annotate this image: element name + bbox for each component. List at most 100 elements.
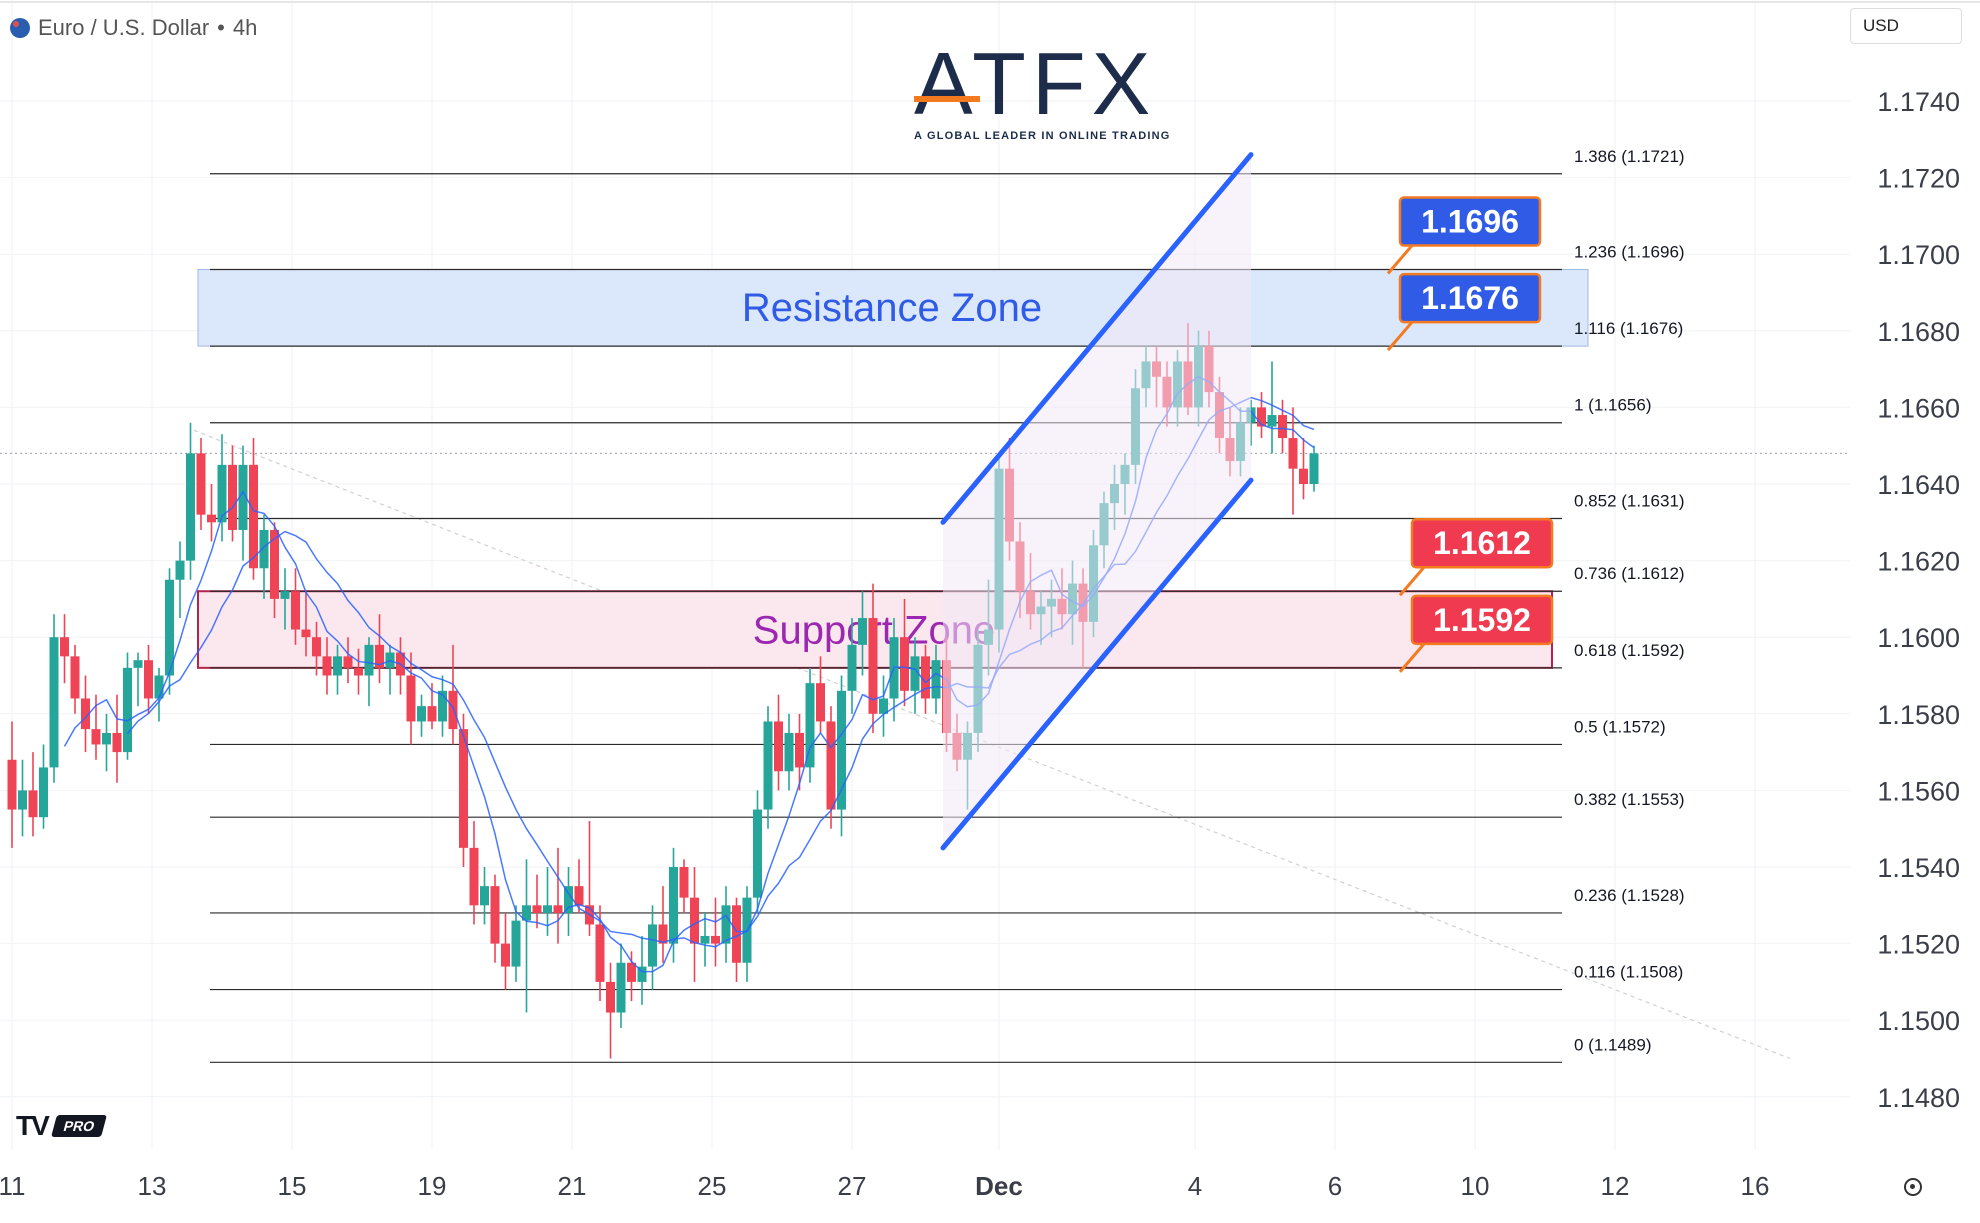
candle-body: [217, 464, 227, 523]
fib-level-label: 0.736 (1.1612): [1574, 564, 1685, 583]
tradingview-logo[interactable]: TV PRO: [16, 1110, 108, 1142]
candle-body: [669, 867, 678, 944]
y-axis-tick-label: 1.1520: [1877, 930, 1960, 960]
y-axis-tick-label: 1.1640: [1877, 470, 1960, 500]
y-axis-tick-label: 1.1620: [1877, 547, 1960, 577]
candle-body: [1299, 468, 1308, 484]
candle-body: [711, 935, 720, 944]
separator-dot: •: [217, 15, 225, 40]
currency-label: USD: [1863, 16, 1899, 35]
candle-body: [721, 905, 731, 944]
resistance-zone-label: Resistance Zone: [742, 286, 1042, 330]
logo-wordmark: ATFX: [914, 34, 1157, 133]
callout-box: [1398, 196, 1542, 247]
x-axis-tick-label: 13: [138, 1171, 167, 1201]
candle-body: [354, 667, 363, 676]
candle-body: [427, 706, 437, 722]
candle-body: [564, 886, 573, 913]
candle-body: [837, 690, 846, 810]
callout-box: [1410, 517, 1554, 569]
candle-body: [301, 629, 311, 638]
fib-level-label: 0.618 (1.1592): [1574, 641, 1685, 660]
candle-body: [606, 981, 615, 1013]
candle-body: [133, 660, 143, 668]
pro-badge: PRO: [50, 1115, 108, 1137]
logo-tagline: A GLOBAL LEADER IN ONLINE TRADING: [914, 130, 1171, 142]
y-axis-tick-label: 1.1720: [1877, 164, 1960, 194]
y-axis-tick-label: 1.1600: [1877, 623, 1960, 653]
callout-value: 1.1676: [1421, 280, 1519, 316]
candle-body: [868, 618, 878, 714]
callout-pointer: [1398, 642, 1426, 673]
x-axis-tick-label: Dec: [975, 1171, 1023, 1201]
candle-body: [858, 618, 867, 645]
currency-selector[interactable]: USD: [1850, 8, 1962, 44]
y-axis-tick-label: 1.1700: [1877, 240, 1960, 270]
candle-body: [469, 847, 479, 906]
candle-body: [553, 905, 563, 913]
callout-value: 1.1612: [1433, 525, 1531, 561]
candle-body: [196, 453, 206, 515]
candle-body: [847, 644, 857, 691]
x-axis-tick-label: 15: [278, 1171, 307, 1201]
candle-body: [1278, 415, 1287, 439]
y-axis-tick-label: 1.1660: [1877, 393, 1960, 423]
candle-body: [165, 579, 174, 676]
candle-body: [70, 656, 80, 699]
candle-body: [312, 637, 321, 657]
candle-body: [280, 591, 290, 599]
candle-body: [543, 905, 552, 913]
candle-body: [595, 924, 605, 982]
callout-box: [1410, 594, 1554, 646]
y-axis-tick-label: 1.1740: [1877, 87, 1960, 117]
candle-body: [753, 809, 762, 898]
y-axis-tick-label: 1.1560: [1877, 776, 1960, 806]
candle-body: [249, 464, 258, 569]
candle-body: [333, 656, 342, 676]
candle-body: [532, 905, 542, 913]
y-axis-tick-label: 1.1680: [1877, 317, 1960, 347]
candle-body: [123, 667, 132, 753]
settings-gear-icon[interactable]: [1904, 1178, 1922, 1196]
candle-body: [480, 886, 489, 906]
candle-body: [1309, 453, 1319, 484]
candle-body: [511, 920, 521, 967]
candle-body: [7, 759, 17, 810]
interval-label: 4h: [232, 15, 258, 40]
candle-body: [1267, 415, 1277, 427]
x-axis-tick-label: 16: [1741, 1171, 1770, 1201]
symbol-title: Euro / U.S. Dollar: [38, 15, 210, 40]
fib-level-label: 0 (1.1489): [1574, 1035, 1652, 1054]
candle-body: [39, 767, 48, 818]
candle-body: [228, 464, 237, 530]
callout-pointer: [1386, 244, 1414, 275]
fib-level-label: 1.236 (1.1696): [1574, 243, 1685, 262]
axis-layer: 1.1740 1.1720 1.1700 1.1680 1.1660 1.1640 1.16…: [0, 87, 1960, 1201]
logo-accent-bar: [914, 96, 980, 102]
fib-level-label: 0.116 (1.1508): [1574, 963, 1683, 982]
candle-body: [343, 656, 353, 668]
channel-fill: [943, 154, 1251, 848]
x-axis-tick-label: 25: [698, 1171, 727, 1201]
candle-body: [60, 637, 69, 657]
callout-value: 1.1696: [1421, 204, 1519, 240]
flag-icon: [10, 18, 30, 38]
candle-body: [259, 529, 269, 569]
candle-body: [879, 698, 888, 714]
candle-body: [238, 464, 248, 530]
candle-body: [154, 675, 164, 699]
candle-body: [574, 886, 584, 906]
fib-level-label: 0.382 (1.1553): [1574, 790, 1685, 809]
candle-body: [91, 729, 101, 745]
callout-layer: 1.1696 1.1676 1.1612 1.1592: [1386, 196, 1554, 673]
callout-value: 1.1592: [1433, 602, 1531, 638]
x-axis-tick-label: 12: [1601, 1171, 1630, 1201]
fib-level-label: 0.5 (1.1572): [1574, 717, 1666, 736]
candle-body: [1257, 407, 1266, 427]
candle-body: [774, 721, 783, 772]
candle-body: [784, 732, 794, 772]
symbol-header[interactable]: Euro / U.S. Dollar • 4h: [10, 12, 257, 44]
